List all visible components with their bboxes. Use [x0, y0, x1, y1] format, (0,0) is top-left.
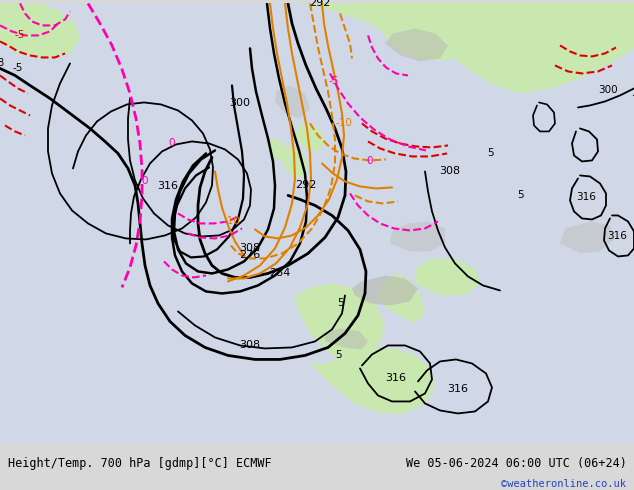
Polygon shape	[352, 275, 418, 305]
Polygon shape	[370, 3, 560, 60]
Text: Height/Temp. 700 hPa [gdmp][°C] ECMWF: Height/Temp. 700 hPa [gdmp][°C] ECMWF	[8, 457, 271, 470]
Polygon shape	[415, 258, 480, 295]
Text: -10: -10	[224, 217, 240, 226]
Text: 0: 0	[142, 176, 148, 186]
Text: 284: 284	[269, 269, 290, 278]
Polygon shape	[275, 85, 310, 119]
Polygon shape	[378, 273, 425, 323]
Polygon shape	[310, 3, 634, 53]
Text: 308: 308	[240, 341, 261, 350]
Text: 5: 5	[337, 298, 344, 308]
Text: 292: 292	[309, 0, 331, 8]
Polygon shape	[310, 348, 435, 414]
Text: 316: 316	[385, 373, 406, 384]
Text: We 05-06-2024 06:00 UTC (06+24): We 05-06-2024 06:00 UTC (06+24)	[406, 457, 626, 470]
Polygon shape	[430, 3, 634, 94]
Text: 308: 308	[439, 167, 460, 176]
Text: 0: 0	[169, 139, 175, 148]
Text: 316: 316	[448, 385, 469, 394]
Text: 0: 0	[366, 156, 373, 167]
Text: 300: 300	[230, 98, 250, 108]
Text: -5: -5	[13, 63, 23, 74]
Polygon shape	[560, 221, 615, 253]
Text: 5: 5	[335, 350, 341, 361]
Text: 3: 3	[631, 88, 634, 98]
Text: 300: 300	[598, 85, 618, 96]
Text: 308: 308	[240, 244, 261, 253]
Text: 5: 5	[517, 191, 523, 200]
Polygon shape	[325, 328, 368, 349]
Text: -10: -10	[335, 119, 353, 128]
Polygon shape	[0, 3, 80, 58]
Polygon shape	[385, 28, 448, 61]
Text: 276: 276	[240, 250, 261, 261]
Polygon shape	[266, 139, 286, 161]
Polygon shape	[390, 221, 445, 251]
Text: 8: 8	[0, 58, 3, 69]
Polygon shape	[0, 3, 50, 35]
Text: 292: 292	[295, 180, 317, 191]
Polygon shape	[295, 283, 385, 364]
Text: ©weatheronline.co.uk: ©weatheronline.co.uk	[501, 479, 626, 489]
Text: -5: -5	[329, 76, 339, 86]
Text: 316: 316	[576, 193, 596, 202]
Polygon shape	[278, 146, 308, 178]
Text: 5: 5	[487, 148, 493, 158]
Text: -5: -5	[15, 30, 25, 41]
Text: 316: 316	[607, 231, 627, 242]
Text: 316: 316	[157, 181, 179, 192]
Polygon shape	[350, 3, 634, 74]
Polygon shape	[295, 123, 325, 151]
